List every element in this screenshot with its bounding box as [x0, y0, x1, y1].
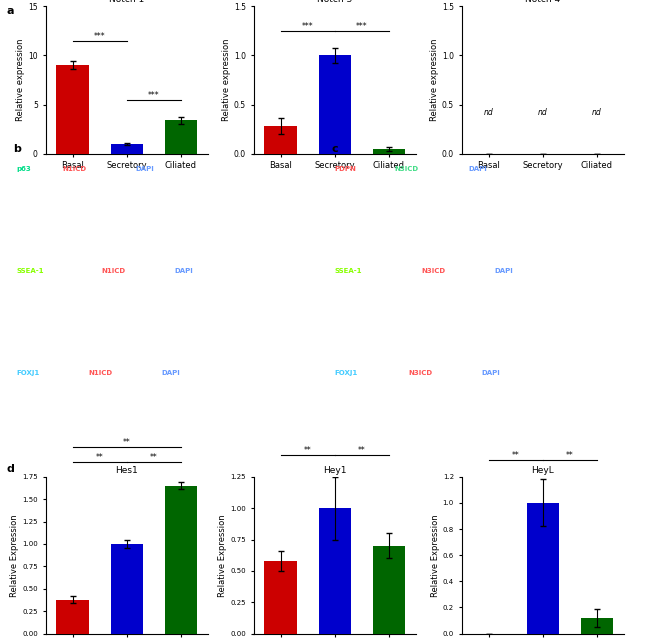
Title: Hes1: Hes1 [116, 466, 138, 475]
Text: DAPI: DAPI [161, 371, 180, 376]
Text: nd: nd [538, 108, 547, 117]
Y-axis label: Relative expression: Relative expression [16, 39, 25, 121]
Title: Notch 4: Notch 4 [525, 0, 560, 4]
Text: **: ** [512, 451, 519, 460]
Text: c: c [332, 143, 338, 154]
Text: nd: nd [592, 108, 602, 117]
Title: Notch 3: Notch 3 [317, 0, 352, 4]
Title: Hey1: Hey1 [323, 466, 346, 475]
Y-axis label: Relative Expression: Relative Expression [10, 514, 20, 596]
Bar [57, 65, 89, 154]
Bar [526, 503, 559, 634]
Text: ***: *** [148, 91, 160, 100]
Bar [57, 600, 89, 634]
Y-axis label: Relative Expression: Relative Expression [431, 514, 440, 596]
Y-axis label: Relative Expression: Relative Expression [218, 514, 227, 596]
Text: nd: nd [484, 108, 493, 117]
Bar [372, 546, 405, 634]
Text: **: ** [304, 447, 311, 456]
Text: d: d [6, 463, 14, 474]
Text: N3ICD: N3ICD [421, 268, 445, 274]
Text: **: ** [566, 451, 574, 460]
Bar [164, 120, 197, 154]
Title: Notch 1: Notch 1 [109, 0, 144, 4]
Bar [265, 126, 297, 154]
Bar [372, 148, 405, 154]
Text: PDPN: PDPN [335, 166, 356, 172]
Text: a: a [6, 6, 14, 17]
Text: N1ICD: N1ICD [62, 166, 87, 172]
Text: ***: *** [356, 22, 368, 31]
Bar [164, 486, 197, 634]
Text: N1ICD: N1ICD [101, 268, 125, 274]
Bar [111, 544, 143, 634]
Bar [111, 144, 143, 154]
Text: **: ** [123, 438, 131, 447]
Text: b: b [13, 143, 21, 154]
Text: **: ** [358, 447, 366, 456]
Text: SSEA-1: SSEA-1 [335, 268, 362, 274]
Text: DAPI: DAPI [495, 268, 513, 274]
Text: **: ** [150, 452, 158, 461]
Bar [318, 508, 351, 634]
Text: N1ICD: N1ICD [88, 371, 112, 376]
Text: N3ICD: N3ICD [395, 166, 419, 172]
Text: **: ** [96, 452, 103, 461]
Bar [318, 56, 351, 154]
Text: N3ICD: N3ICD [408, 371, 432, 376]
Text: DAPI: DAPI [174, 268, 193, 274]
Text: SSEA-1: SSEA-1 [16, 268, 44, 274]
Title: HeyL: HeyL [532, 466, 554, 475]
Text: FOXJ1: FOXJ1 [335, 371, 358, 376]
Text: ***: *** [302, 22, 313, 31]
Text: FOXJ1: FOXJ1 [16, 371, 40, 376]
Bar [265, 561, 297, 634]
Text: ***: *** [94, 32, 105, 41]
Text: DAPI: DAPI [468, 166, 487, 172]
Text: DAPI: DAPI [135, 166, 154, 172]
Y-axis label: Relative expression: Relative expression [430, 39, 439, 121]
Y-axis label: Relative expression: Relative expression [222, 39, 231, 121]
Text: DAPI: DAPI [481, 371, 500, 376]
Bar [580, 618, 613, 634]
Text: p63: p63 [16, 166, 31, 172]
